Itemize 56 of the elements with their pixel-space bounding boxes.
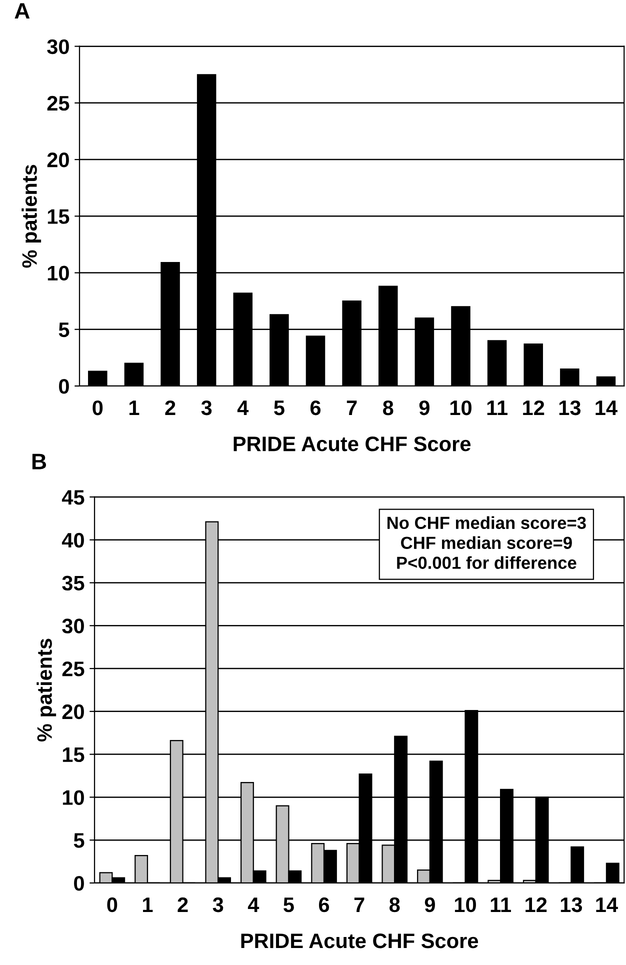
y-tick-label: 5: [74, 833, 84, 848]
x-tick-label: 3: [212, 897, 224, 912]
x-tick-label: 6: [318, 897, 330, 912]
x-tick-label: 13: [560, 897, 582, 912]
y-tick-label: 0: [59, 379, 69, 394]
y-tick-label: 0: [74, 876, 84, 891]
x-tick-label: 10: [454, 897, 476, 912]
x-axis-title: PRIDE Acute CHF Score: [241, 934, 478, 948]
y-axis-title: % patients: [36, 638, 56, 742]
y-tick-label: 25: [62, 662, 84, 676]
x-tick-label: 11: [490, 898, 511, 912]
annotation: CHF median score=9: [401, 536, 572, 549]
x-tick-label: 3: [201, 400, 212, 416]
x-tick-label: 13: [559, 400, 580, 416]
x-tick-label: 14: [596, 400, 618, 415]
y-tick-label: 20: [62, 704, 84, 720]
x-axis-title: PRIDE Acute CHF Score: [234, 436, 471, 452]
x-tick-label: 10: [450, 400, 472, 416]
x-tick-label: 4: [248, 898, 260, 912]
y-tick-label: 40: [62, 532, 84, 548]
y-tick-label: 35: [62, 576, 84, 591]
y-tick-label: 15: [48, 209, 70, 224]
y-tick-label: 5: [58, 322, 70, 338]
annotation: No CHF median score=3: [387, 516, 586, 530]
x-tick-label: 2: [165, 400, 176, 415]
x-tick-label: 8: [390, 897, 400, 912]
y-tick-label: 45: [62, 490, 84, 505]
y-tick-label: 15: [62, 748, 84, 762]
x-tick-label: 12: [526, 897, 547, 912]
x-tick-label: 1: [143, 898, 153, 912]
x-tick-label: 9: [424, 897, 435, 912]
x-tick-label: 5: [274, 400, 284, 416]
x-tick-label: 7: [354, 898, 364, 912]
x-tick-label: 14: [596, 898, 618, 912]
y-tick-label: 10: [62, 790, 84, 805]
chart-title: B: [32, 454, 46, 470]
y-tick-label: 30: [47, 39, 69, 54]
x-tick-label: 2: [178, 897, 188, 912]
x-tick-label: 7: [346, 400, 357, 415]
x-tick-label: 5: [284, 898, 294, 912]
x-tick-label: 4: [237, 400, 249, 415]
y-tick-label: 20: [47, 152, 69, 168]
x-tick-label: 8: [382, 400, 394, 416]
y-axis-title: % patients: [22, 164, 42, 268]
x-tick-label: 6: [310, 400, 321, 416]
chart-title: A: [14, 3, 30, 19]
x-tick-label: 0: [92, 400, 103, 416]
x-tick-label: 0: [107, 897, 118, 912]
annotation: P<0.001 for difference: [397, 556, 576, 569]
x-tick-label: 11: [487, 400, 508, 415]
x-tick-label: 12: [523, 400, 544, 415]
y-tick-label: 25: [47, 96, 70, 111]
y-tick-label: 10: [48, 266, 69, 281]
y-tick-label: 30: [62, 618, 84, 634]
x-tick-label: 1: [129, 400, 140, 415]
x-tick-label: 9: [419, 400, 430, 416]
